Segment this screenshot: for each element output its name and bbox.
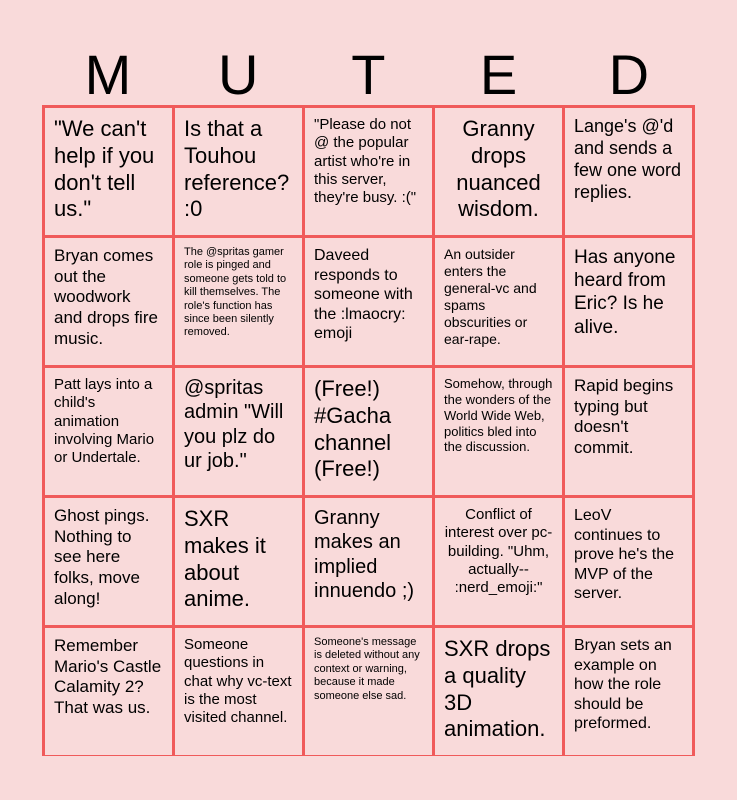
bingo-cell: "Please do not @ the popular artist who'… [305,108,432,235]
column-letter: U [217,43,259,106]
bingo-cell: Granny drops nuanced wisdom. [435,108,562,235]
bingo-cell: Bryan sets an example on how the role sh… [565,628,692,755]
bingo-cell: Ghost pings. Nothing to see here folks, … [45,498,172,625]
bingo-cell: Daveed responds to someone with the :lma… [305,238,432,365]
bingo-cell: Has anyone heard from Eric? Is he alive. [565,238,692,365]
column-letter: M [84,43,132,106]
bingo-cell: Is that a Touhou reference? :0 [175,108,302,235]
bingo-cell: (Free!) #Gacha channel (Free!) [305,368,432,495]
bingo-board: "We can't help if you don't tell us." Is … [42,105,695,756]
bingo-cell: Lange's @'d and sends a few one word rep… [565,108,692,235]
bingo-cell: Patt lays into a child's animation invol… [45,368,172,495]
bingo-cell: Someone's message is deleted without any… [305,628,432,755]
bingo-cell: Somehow, through the wonders of the Worl… [435,368,562,495]
bingo-cell: Rapid begins typing but doesn't commit. [565,368,692,495]
bingo-cell: An outsider enters the general-vc and sp… [435,238,562,365]
bingo-cell: Someone questions in chat why vc-text is… [175,628,302,755]
bingo-cell: The @spritas gamer role is pinged and so… [175,238,302,365]
bingo-cell: SXR makes it about anime. [175,498,302,625]
bingo-cell: LeoV continues to prove he's the MVP of … [565,498,692,625]
bingo-cell: Granny makes an implied innuendo ;) [305,498,432,625]
column-letter: T [351,43,386,106]
bingo-cell: Remember Mario's Castle Calamity 2? That… [45,628,172,755]
column-letter: E [479,43,518,106]
bingo-cell: @spritas admin "Will you plz do ur job." [175,368,302,495]
column-letter: D [608,43,650,106]
bingo-cell: "We can't help if you don't tell us." [45,108,172,235]
bingo-cell: SXR drops a quality 3D animation. [435,628,562,755]
bingo-cell: Bryan comes out the woodwork and drops f… [45,238,172,365]
bingo-cell: Conflict of interest over pc-building. "… [435,498,562,625]
